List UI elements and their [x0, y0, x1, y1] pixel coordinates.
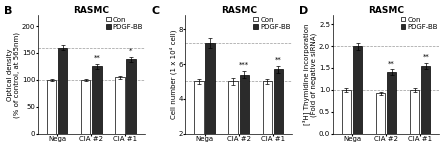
Y-axis label: Optical density
(% of control, at 565nm): Optical density (% of control, at 565nm): [7, 32, 20, 118]
Bar: [353, 46, 362, 134]
Text: *: *: [129, 48, 133, 54]
Legend: Con, PDGF-BB: Con, PDGF-BB: [252, 16, 291, 30]
Bar: [239, 74, 249, 148]
Bar: [47, 80, 57, 134]
Bar: [194, 81, 204, 148]
Text: **: **: [93, 55, 100, 61]
Legend: Con, PDGF-BB: Con, PDGF-BB: [400, 16, 439, 30]
Text: D: D: [299, 6, 308, 16]
Bar: [263, 81, 272, 148]
Title: RASMC: RASMC: [368, 6, 404, 15]
Y-axis label: Cell number (1 x 10⁴ cell): Cell number (1 x 10⁴ cell): [169, 30, 177, 119]
Text: **: **: [422, 54, 429, 60]
Bar: [274, 69, 283, 148]
Text: **: **: [388, 60, 395, 66]
Title: RASMC: RASMC: [73, 6, 109, 15]
Bar: [92, 66, 101, 134]
Text: C: C: [151, 6, 159, 16]
Bar: [228, 81, 238, 148]
Bar: [376, 93, 385, 134]
Bar: [58, 48, 68, 134]
Bar: [126, 59, 136, 134]
Text: B: B: [4, 6, 12, 16]
Text: **: **: [275, 57, 282, 63]
Bar: [81, 80, 90, 134]
Y-axis label: [³H] Thymidine incorporation
(Fold of negative siRNA): [³H] Thymidine incorporation (Fold of ne…: [302, 24, 317, 125]
Text: ***: ***: [239, 62, 249, 68]
Bar: [206, 43, 215, 148]
Bar: [115, 77, 125, 134]
Title: RASMC: RASMC: [221, 6, 257, 15]
Bar: [387, 72, 396, 134]
Bar: [421, 66, 430, 134]
Bar: [410, 90, 419, 134]
Bar: [342, 90, 351, 134]
Legend: Con, PDGF-BB: Con, PDGF-BB: [105, 16, 144, 30]
